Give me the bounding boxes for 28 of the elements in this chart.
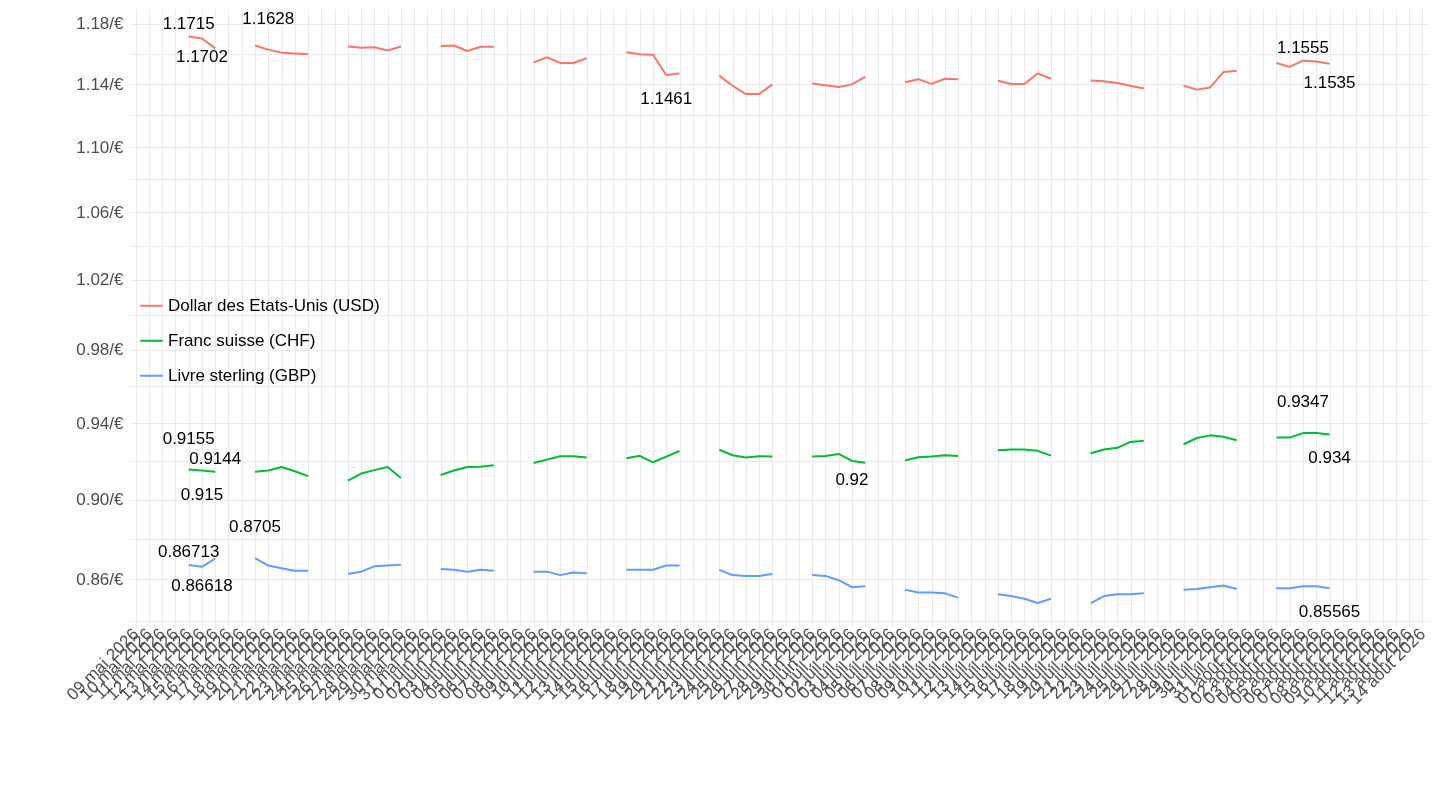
annotation: 1.1461	[640, 89, 693, 109]
legend-label: Dollar des Etats-Unis (USD)	[168, 295, 380, 315]
y-tick-label: 0.94/€	[76, 413, 125, 433]
y-tick-label: 0.90/€	[76, 490, 125, 510]
annotation: 0.86713	[157, 541, 220, 561]
annotation: 0.9347	[1276, 392, 1329, 412]
annotation: 0.9144	[189, 448, 242, 468]
y-tick-label: 1.18/€	[76, 14, 125, 34]
y-tick-label: 0.98/€	[76, 340, 125, 360]
annotation: 0.915	[180, 484, 224, 504]
annotation: 1.1702	[175, 47, 228, 67]
annotation: 0.934	[1308, 448, 1351, 468]
annotation: 0.8705	[229, 517, 282, 537]
y-tick-label: 1.02/€	[76, 270, 125, 290]
annotation: 0.92	[835, 469, 869, 489]
annotation: 0.9155	[162, 428, 215, 448]
y-tick-label: 1.14/€	[76, 74, 125, 94]
y-tick-label: 0.86/€	[76, 569, 125, 589]
annotation: 1.1555	[1276, 37, 1329, 57]
legend-label: Livre sterling (GBP)	[168, 365, 317, 385]
annotation: 1.1535	[1303, 72, 1356, 92]
y-tick-label: 1.06/€	[76, 202, 125, 222]
annotation: 1.1715	[162, 13, 215, 33]
annotation: 0.85565	[1298, 602, 1361, 622]
annotation: 0.86618	[171, 575, 233, 595]
y-tick-label: 1.10/€	[76, 137, 125, 157]
annotation: 1.1628	[242, 8, 295, 28]
legend-label: Franc suisse (CHF)	[168, 330, 316, 350]
